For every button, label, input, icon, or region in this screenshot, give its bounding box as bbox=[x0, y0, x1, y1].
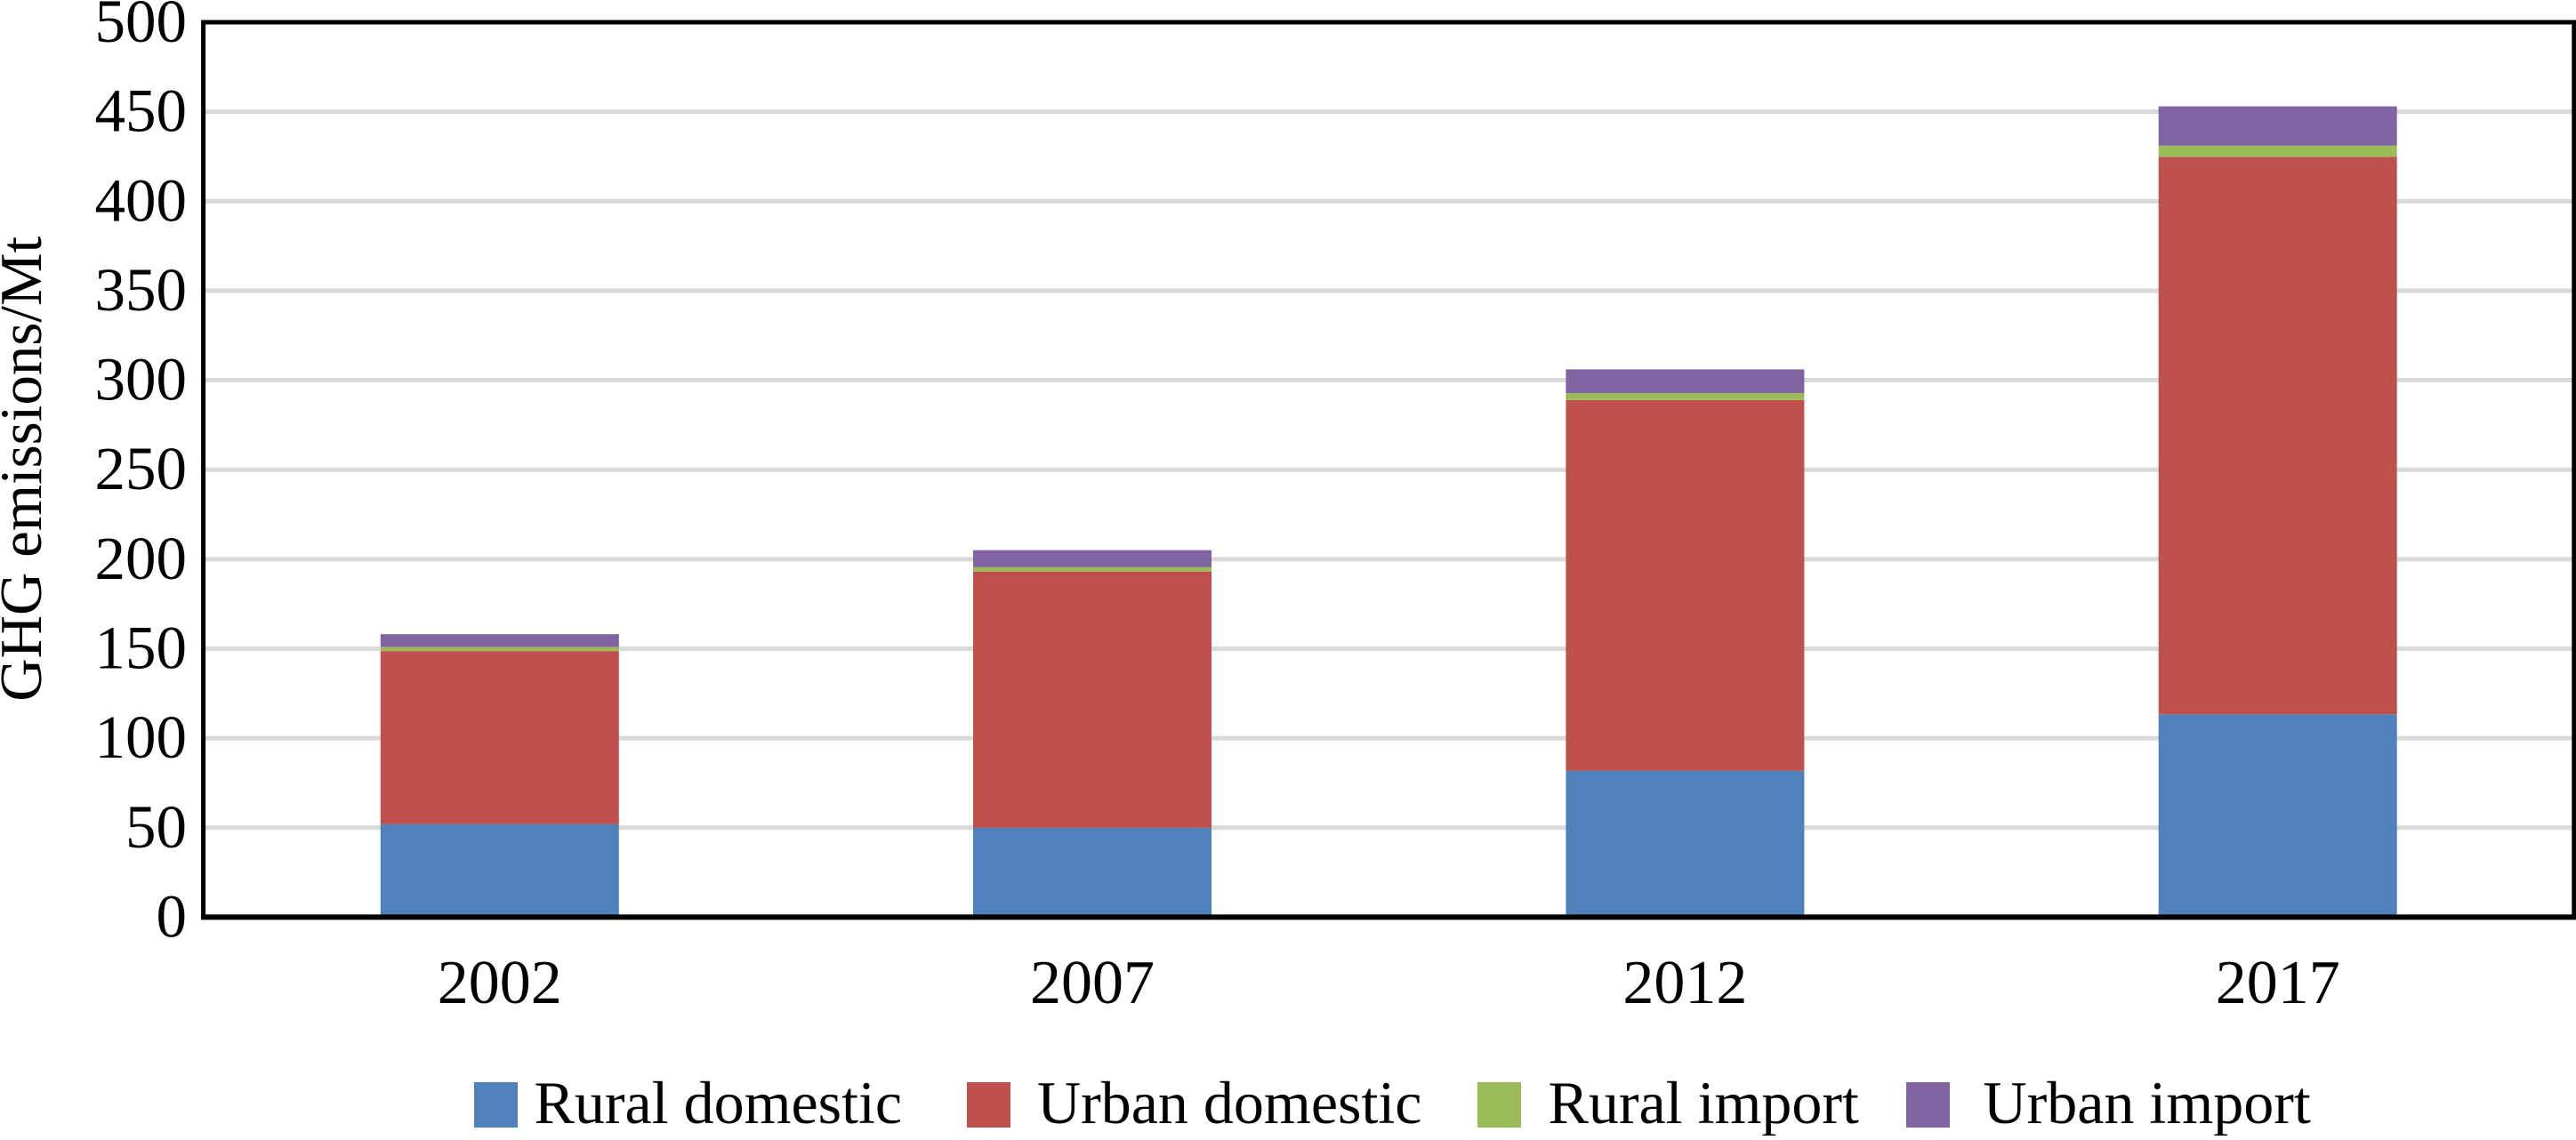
svg-text:0: 0 bbox=[157, 882, 188, 950]
svg-text:100: 100 bbox=[95, 703, 188, 771]
svg-text:GHG emissions/Mt: GHG emissions/Mt bbox=[0, 236, 54, 701]
svg-text:2017: 2017 bbox=[2216, 949, 2340, 1017]
svg-text:Rural domestic: Rural domestic bbox=[535, 1069, 903, 1136]
svg-text:Rural import: Rural import bbox=[1549, 1069, 1860, 1136]
svg-text:450: 450 bbox=[95, 77, 188, 145]
svg-text:Urban domestic: Urban domestic bbox=[1037, 1069, 1421, 1136]
svg-text:2007: 2007 bbox=[1030, 949, 1155, 1017]
svg-text:250: 250 bbox=[95, 435, 188, 502]
svg-text:400: 400 bbox=[95, 166, 188, 234]
svg-text:2002: 2002 bbox=[438, 949, 562, 1017]
svg-text:Urban import: Urban import bbox=[1984, 1069, 2311, 1136]
svg-text:200: 200 bbox=[95, 525, 188, 592]
svg-text:50: 50 bbox=[125, 793, 187, 861]
svg-text:350: 350 bbox=[95, 256, 188, 324]
svg-text:300: 300 bbox=[95, 346, 188, 413]
svg-text:500: 500 bbox=[95, 0, 188, 55]
svg-text:150: 150 bbox=[95, 614, 188, 681]
svg-text:2012: 2012 bbox=[1622, 949, 1747, 1017]
